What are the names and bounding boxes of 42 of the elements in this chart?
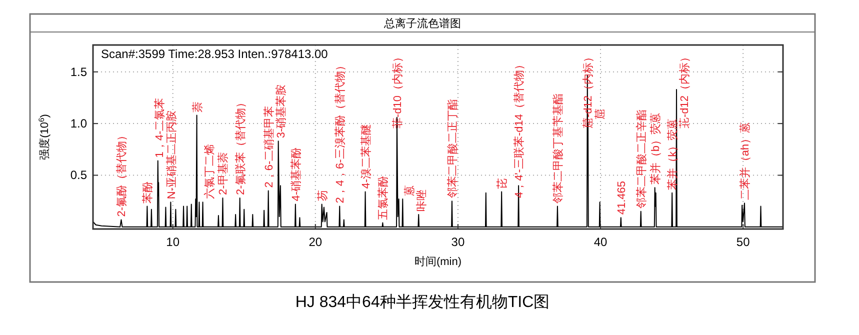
annotation: 萘 — [190, 101, 204, 112]
x-axis-title: 时间(min) — [414, 255, 462, 268]
annotation: 邻苯二甲酸二正丁酯 — [446, 99, 459, 198]
annotation: 菲-d10（内标） — [390, 51, 404, 129]
text: HJ 834中64种半挥发性有机物TIC图 — [295, 293, 550, 311]
x-tick-label: 50 — [736, 235, 750, 249]
annotation: 4-溴二苯基醚 — [359, 124, 372, 189]
annotation: 二苯并（ah）蒽 — [738, 122, 752, 200]
annotation: 3-硝基苯胺 — [274, 84, 288, 138]
annotation: Scan#:3599 Time:28.953 Inten.:978413.00 — [101, 47, 328, 61]
annotation: 2-氟联苯（替代物） — [234, 97, 247, 195]
annotation: 六氯丁二烯 — [202, 144, 216, 200]
annotation: 4-硝基苯酚 — [289, 147, 302, 202]
annotation: N-亚硝基二正丙胺 — [165, 110, 178, 200]
x-tick-label: 10 — [166, 235, 180, 249]
annotation: 苯并（k）荧蒽 — [666, 118, 680, 190]
y-tick-label: 0.5 — [70, 168, 88, 182]
annotation: 咔唑 — [414, 190, 428, 212]
annotation: 2-氟酚（替代物） — [115, 130, 128, 217]
annotation: 1，4-二氯苯 — [153, 98, 166, 158]
annotation: 2，4，6-三溴苯酚（替代物） — [334, 60, 347, 204]
annotation: 苯酚 — [141, 181, 154, 204]
chart-title: 总离子流色谱图 — [383, 17, 461, 30]
annotation: 4，4'-三联苯-d14（替代物） — [512, 59, 526, 198]
annotation: 芘 — [496, 178, 509, 189]
annotation: 2-甲基萘 — [216, 152, 230, 195]
annotation: 五氯苯酚 — [376, 176, 390, 220]
annotation: 41.465 — [616, 180, 628, 215]
annotation: 苝-d12（内标） — [678, 51, 692, 129]
y-tick-label: 1.5 — [70, 64, 88, 79]
y-tick-label: 1.0 — [70, 116, 88, 131]
annotation: 2，6-二硝基甲苯 — [262, 106, 276, 188]
annotation: 苯并（b）荧蒽 — [648, 112, 662, 185]
annotation: 䓛 — [593, 108, 606, 120]
x-tick-label: 40 — [594, 235, 608, 249]
x-tick-label: 30 — [451, 235, 465, 249]
annotation: 蒽 — [402, 185, 416, 196]
x-tick-label: 20 — [308, 235, 322, 249]
annotation: 䓛-d12（内标） — [581, 51, 594, 129]
annotation: 邻苯二甲酸二正辛酯 — [634, 109, 648, 208]
annotation: 芴 — [316, 190, 329, 202]
annotation: 邻苯二甲酸丁基苄基酯 — [551, 93, 564, 204]
